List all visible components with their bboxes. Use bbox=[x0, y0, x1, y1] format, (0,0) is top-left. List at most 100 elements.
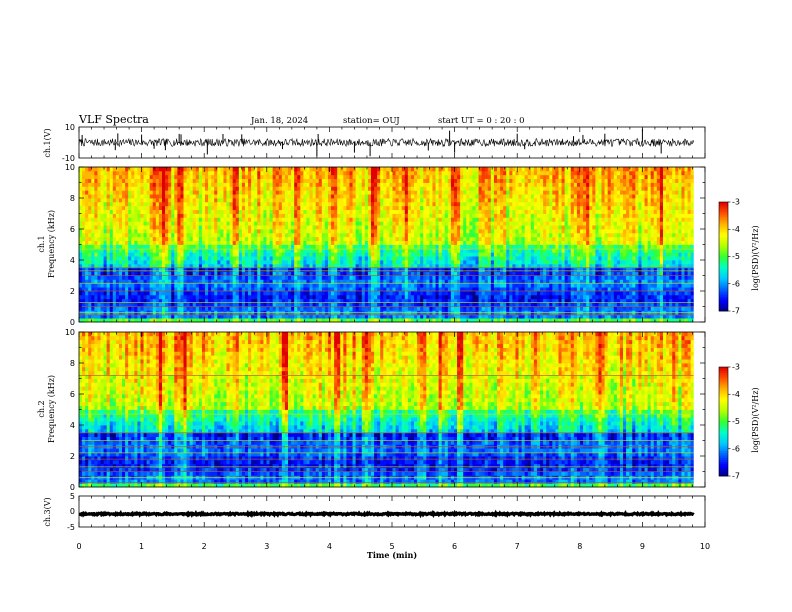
spectro-cell bbox=[266, 213, 270, 218]
spectro-cell bbox=[343, 186, 347, 191]
spectro-cell bbox=[275, 229, 280, 234]
spectro-cell bbox=[223, 294, 227, 300]
spectro-cell bbox=[420, 201, 424, 207]
spectro-cell bbox=[414, 190, 418, 195]
spectro-cell bbox=[380, 306, 384, 311]
spectro-cell bbox=[251, 271, 255, 276]
spectro-cell bbox=[100, 229, 104, 234]
spectro-cell bbox=[392, 263, 396, 269]
spectro-cell bbox=[278, 213, 283, 218]
spectro-cell bbox=[294, 287, 298, 292]
spectro-cell bbox=[180, 209, 184, 214]
spectro-cell bbox=[444, 229, 449, 234]
spectro-cell bbox=[364, 201, 369, 207]
spectro-cell bbox=[398, 318, 403, 323]
spectro-cell bbox=[266, 298, 270, 304]
spectro-cell bbox=[355, 201, 360, 207]
spectro-cell bbox=[100, 260, 104, 265]
spectro-cell bbox=[192, 217, 197, 222]
spectro-cell bbox=[337, 190, 341, 195]
spectro-cell bbox=[201, 178, 206, 183]
spectro-cell bbox=[149, 221, 154, 226]
spectro-cell bbox=[331, 263, 335, 269]
spectro-cell bbox=[447, 283, 452, 288]
spectro-cell bbox=[355, 190, 360, 195]
spectro-cell bbox=[140, 236, 144, 242]
spectro-cell bbox=[208, 263, 212, 269]
spectro-cell bbox=[220, 302, 224, 307]
spectro-cell bbox=[429, 256, 433, 261]
spectro-cell bbox=[183, 170, 187, 176]
spectro-cell bbox=[352, 287, 357, 292]
spectro-cell bbox=[186, 267, 191, 273]
spectro-cell bbox=[340, 225, 344, 230]
spectro-cell bbox=[143, 186, 148, 191]
spectro-cell bbox=[404, 267, 409, 273]
spectro-cell bbox=[331, 186, 335, 191]
spectro-cell bbox=[180, 170, 184, 176]
spectro-cell bbox=[220, 248, 224, 253]
spectro-cell bbox=[254, 236, 258, 242]
spectro-cell bbox=[269, 182, 274, 187]
spectro-cell bbox=[315, 263, 320, 269]
spectro-cell bbox=[404, 190, 409, 195]
spectro-cell bbox=[432, 236, 436, 242]
spectro-cell bbox=[254, 298, 258, 304]
spectro-cell bbox=[312, 198, 317, 203]
spectro-cell bbox=[128, 186, 132, 191]
spectro-cell bbox=[278, 314, 283, 319]
spectro-cell bbox=[389, 213, 393, 218]
spectro-cell bbox=[223, 178, 227, 183]
spectro-cell bbox=[97, 291, 101, 296]
spectro-cell bbox=[269, 287, 274, 292]
spectro-cell bbox=[208, 291, 212, 296]
spectro-cell bbox=[380, 252, 384, 257]
spectro-cell bbox=[189, 190, 194, 195]
spectro-cell bbox=[337, 182, 341, 187]
spectro-cell bbox=[201, 283, 206, 288]
spectro-cell bbox=[288, 252, 292, 257]
spectro-cell bbox=[79, 263, 83, 269]
spectro-cell bbox=[371, 275, 375, 280]
spectro-cell bbox=[177, 221, 181, 226]
spectro-cell bbox=[324, 201, 329, 207]
spectro-cell bbox=[214, 260, 218, 265]
spectro-cell bbox=[131, 225, 135, 230]
spectro-cell bbox=[208, 318, 212, 323]
spectro-cell bbox=[432, 209, 436, 214]
spectro-cell bbox=[235, 271, 240, 276]
spectro-cell bbox=[134, 236, 138, 242]
spectro-cell bbox=[398, 225, 403, 230]
spectro-cell bbox=[97, 314, 101, 319]
spectro-cell bbox=[447, 256, 452, 261]
spectro-cell bbox=[125, 174, 129, 180]
spectro-cell bbox=[205, 170, 209, 176]
spectro-cell bbox=[389, 244, 393, 249]
spectro-cell bbox=[346, 236, 350, 242]
spectro-cell bbox=[192, 318, 197, 323]
spectro-cell bbox=[134, 170, 138, 176]
spectro-cell bbox=[281, 213, 286, 218]
spectro-cell bbox=[447, 294, 452, 300]
spectro-cell bbox=[158, 260, 163, 265]
spectro-cell bbox=[389, 275, 393, 280]
spectro-cell bbox=[321, 256, 326, 261]
spectro-cell bbox=[251, 229, 255, 234]
spectro-cell bbox=[241, 314, 246, 319]
spectro-cell bbox=[447, 194, 452, 199]
spectro-cell bbox=[263, 194, 267, 199]
spectro-cell bbox=[371, 167, 375, 172]
spectro-cell bbox=[152, 283, 157, 288]
spectro-cell bbox=[251, 267, 255, 273]
spectro-cell bbox=[364, 291, 369, 296]
spectro-cell bbox=[383, 236, 387, 242]
spectro-cell bbox=[143, 225, 148, 230]
spectro-cell bbox=[214, 302, 218, 307]
spectro-cell bbox=[85, 263, 89, 269]
spectro-cell bbox=[248, 217, 252, 222]
spectro-cell bbox=[174, 170, 178, 176]
spectro-cell bbox=[263, 252, 267, 257]
spectro-cell bbox=[232, 194, 237, 199]
spectro-cell bbox=[241, 190, 246, 195]
spectro-cell bbox=[272, 267, 277, 273]
